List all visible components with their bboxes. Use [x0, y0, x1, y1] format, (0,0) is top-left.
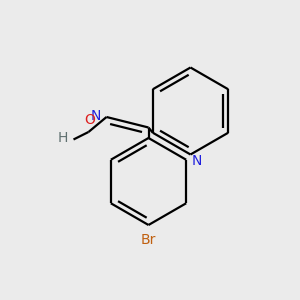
Text: H: H — [58, 131, 68, 145]
Text: Br: Br — [141, 232, 156, 247]
Text: N: N — [192, 154, 202, 168]
Text: O: O — [85, 112, 95, 127]
Text: N: N — [91, 109, 101, 122]
